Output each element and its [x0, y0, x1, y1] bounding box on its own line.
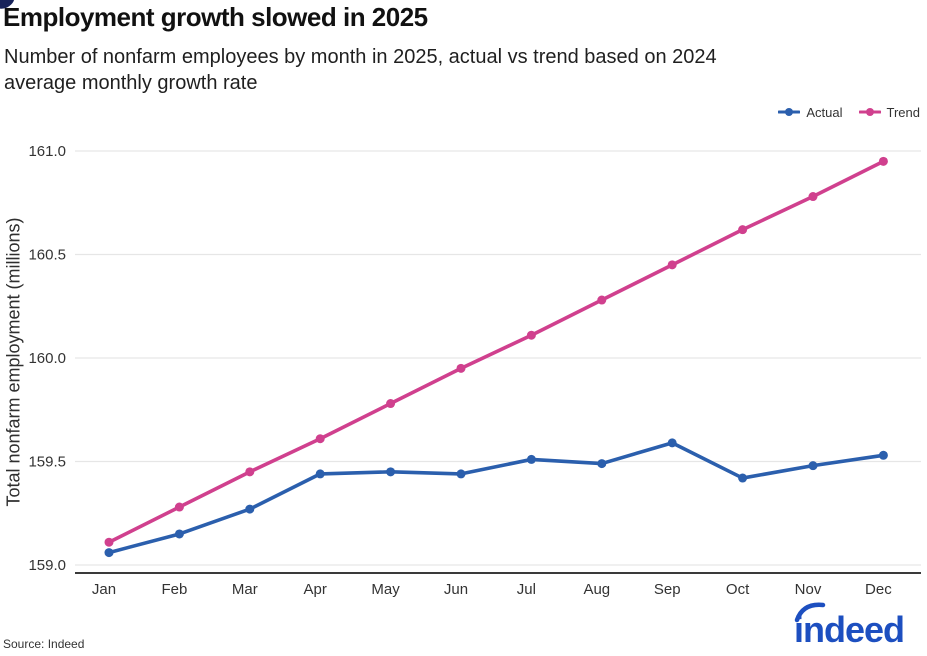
- chart-subtitle-line1: Number of nonfarm employees by month in …: [4, 46, 717, 68]
- legend-label-actual: Actual: [806, 105, 843, 120]
- trend-data-point-dec[interactable]: [878, 156, 888, 166]
- y-tick-label: 159.0: [28, 557, 66, 574]
- actual-data-point-oct[interactable]: [738, 473, 748, 483]
- trend-data-point-may[interactable]: [386, 399, 396, 409]
- x-tick-label: Apr: [304, 581, 327, 598]
- legend: Actual Trend: [777, 105, 920, 120]
- x-tick-label: Jun: [444, 581, 468, 598]
- actual-data-point-aug[interactable]: [597, 459, 607, 469]
- actual-line-marker-icon: [777, 105, 801, 120]
- indeed-logo: indeed: [794, 602, 905, 650]
- actual-data-point-feb[interactable]: [174, 529, 184, 539]
- trend-line-marker-icon: [858, 105, 882, 120]
- legend-marker-glyph: [777, 108, 801, 116]
- trend-data-point-sep[interactable]: [667, 260, 677, 270]
- trend-data-point-jul[interactable]: [526, 330, 536, 340]
- chart-subtitle: Number of nonfarm employees by month in …: [4, 44, 717, 96]
- trend-data-point-feb[interactable]: [174, 502, 184, 512]
- y-tick-label: 161.0: [28, 143, 66, 160]
- actual-data-point-jul[interactable]: [526, 454, 536, 464]
- trend-data-point-jun[interactable]: [456, 363, 466, 373]
- legend-item-trend[interactable]: Trend: [858, 105, 920, 120]
- trend-data-point-nov[interactable]: [808, 192, 818, 202]
- actual-data-point-jan[interactable]: [104, 548, 114, 558]
- x-tick-label: Oct: [726, 581, 750, 598]
- x-tick-label: Aug: [583, 581, 610, 598]
- chart-subtitle-line2: average monthly growth rate: [4, 72, 258, 94]
- legend-label-trend: Trend: [886, 105, 920, 120]
- x-tick-label: Jan: [92, 581, 116, 598]
- x-tick-label: Sep: [654, 581, 681, 598]
- y-tick-label: 160.5: [28, 247, 66, 264]
- indeed-logo-text: indeed: [794, 609, 904, 650]
- trend-data-point-jan[interactable]: [104, 537, 114, 547]
- actual-data-point-jun[interactable]: [456, 469, 466, 479]
- x-tick-label: Feb: [161, 581, 187, 598]
- actual-data-point-may[interactable]: [386, 467, 396, 477]
- x-tick-label: Mar: [232, 581, 258, 598]
- actual-series-line[interactable]: [107, 441, 886, 555]
- trend-data-point-aug[interactable]: [597, 295, 607, 305]
- y-tick-label: 160.0: [28, 350, 66, 367]
- y-tick-label: 159.5: [28, 454, 66, 471]
- actual-data-point-dec[interactable]: [878, 450, 888, 460]
- x-tick-label: Nov: [795, 581, 822, 598]
- legend-item-actual[interactable]: Actual: [777, 105, 843, 120]
- x-tick-label: May: [371, 581, 400, 598]
- x-tick-label: Dec: [865, 581, 892, 598]
- trend-data-point-apr[interactable]: [315, 434, 325, 444]
- actual-data-point-apr[interactable]: [315, 469, 325, 479]
- trend-series-line[interactable]: [107, 159, 886, 545]
- actual-data-point-mar[interactable]: [245, 504, 255, 514]
- actual-data-point-sep[interactable]: [667, 438, 677, 448]
- chart-title: Employment growth slowed in 2025: [3, 2, 428, 32]
- source-note: Source: Indeed: [3, 637, 85, 651]
- x-tick-label: Jul: [517, 581, 536, 598]
- trend-data-point-oct[interactable]: [738, 225, 748, 235]
- indeed-logo-arc-icon: [794, 602, 826, 623]
- trend-data-point-mar[interactable]: [245, 467, 255, 477]
- actual-data-point-nov[interactable]: [808, 461, 818, 471]
- legend-marker-glyph: [858, 108, 882, 116]
